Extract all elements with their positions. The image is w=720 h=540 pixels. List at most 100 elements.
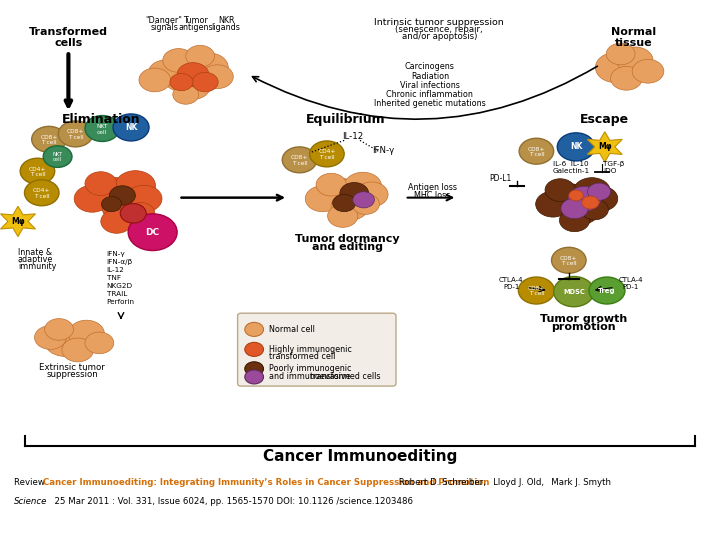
Text: promotion: promotion xyxy=(551,322,616,332)
Text: T cell: T cell xyxy=(561,261,577,266)
Circle shape xyxy=(139,68,171,92)
Circle shape xyxy=(173,85,199,104)
Circle shape xyxy=(340,183,369,204)
Text: transformed cells: transformed cells xyxy=(310,372,381,381)
Circle shape xyxy=(170,73,193,91)
Text: PD-L1: PD-L1 xyxy=(490,174,511,183)
Text: Cancer Immunoediting: Integrating Immunity’s Roles in Cancer Suppression and Pro: Cancer Immunoediting: Integrating Immuni… xyxy=(43,478,490,487)
Circle shape xyxy=(245,370,264,384)
Text: Carcinogens: Carcinogens xyxy=(405,63,455,71)
Text: cell: cell xyxy=(97,130,107,135)
Circle shape xyxy=(109,186,135,205)
Circle shape xyxy=(245,362,264,376)
Text: T cell: T cell xyxy=(34,193,50,199)
Circle shape xyxy=(519,138,554,164)
Text: T cell: T cell xyxy=(319,154,335,160)
Circle shape xyxy=(43,146,72,167)
Text: IL-6  IL-10: IL-6 IL-10 xyxy=(553,160,588,167)
Circle shape xyxy=(176,73,210,99)
Circle shape xyxy=(115,171,156,201)
Text: Treg: Treg xyxy=(598,287,616,294)
Circle shape xyxy=(559,209,590,232)
Circle shape xyxy=(595,52,636,83)
Text: Equilibrium: Equilibrium xyxy=(306,113,385,126)
Circle shape xyxy=(305,186,340,212)
Text: Mφ: Mφ xyxy=(11,217,25,226)
Text: T cell: T cell xyxy=(528,152,544,157)
Text: immunity: immunity xyxy=(18,262,56,271)
Circle shape xyxy=(62,338,94,362)
Circle shape xyxy=(102,193,143,223)
Text: CD4+: CD4+ xyxy=(318,149,336,154)
Text: CD8+: CD8+ xyxy=(67,129,84,134)
Circle shape xyxy=(552,247,586,273)
Text: CD8+: CD8+ xyxy=(40,134,58,140)
Circle shape xyxy=(328,205,358,227)
Circle shape xyxy=(163,49,194,72)
Text: CTLA-4: CTLA-4 xyxy=(499,276,523,283)
Text: CD8+: CD8+ xyxy=(291,155,308,160)
Text: Elimination: Elimination xyxy=(61,113,140,126)
Circle shape xyxy=(617,47,653,74)
Circle shape xyxy=(554,276,594,307)
Text: CD4+: CD4+ xyxy=(33,188,50,193)
Circle shape xyxy=(547,184,590,216)
Circle shape xyxy=(562,197,599,225)
Text: Chronic inflammation: Chronic inflammation xyxy=(387,90,473,99)
Circle shape xyxy=(24,180,59,206)
Text: IFN-γ: IFN-γ xyxy=(372,146,394,154)
Text: Highly immunogenic: Highly immunogenic xyxy=(269,345,351,354)
Text: NKT: NKT xyxy=(96,124,108,130)
Text: DC: DC xyxy=(145,228,160,237)
Text: Cancer Immunoediting: Cancer Immunoediting xyxy=(263,449,457,464)
Circle shape xyxy=(202,65,233,89)
Text: IFN-γ: IFN-γ xyxy=(107,251,125,257)
Circle shape xyxy=(585,186,618,211)
Text: MHC loss: MHC loss xyxy=(414,191,450,200)
Circle shape xyxy=(611,66,642,90)
Circle shape xyxy=(162,59,205,92)
Circle shape xyxy=(20,158,55,184)
Circle shape xyxy=(573,178,611,206)
Circle shape xyxy=(32,126,66,152)
Circle shape xyxy=(89,177,135,212)
Circle shape xyxy=(192,72,218,92)
Text: IFN-α/β: IFN-α/β xyxy=(107,259,132,265)
Text: adaptive: adaptive xyxy=(18,255,53,264)
Circle shape xyxy=(101,210,132,233)
Text: Inherited genetic mutations: Inherited genetic mutations xyxy=(374,99,486,108)
Text: Extrinsic tumor: Extrinsic tumor xyxy=(39,363,105,372)
Text: Radiation: Radiation xyxy=(411,72,449,80)
Text: CD8+: CD8+ xyxy=(528,146,545,152)
Polygon shape xyxy=(1,206,35,237)
Text: transformed cell: transformed cell xyxy=(269,353,335,361)
Circle shape xyxy=(85,332,114,354)
Circle shape xyxy=(245,342,264,356)
Text: Tumor: Tumor xyxy=(184,16,208,25)
Circle shape xyxy=(581,199,608,220)
Circle shape xyxy=(606,43,635,65)
Text: T cell: T cell xyxy=(528,291,544,296)
Text: antigens: antigens xyxy=(179,23,213,31)
Circle shape xyxy=(352,194,379,214)
Text: "Danger": "Danger" xyxy=(145,16,183,25)
Text: suppression: suppression xyxy=(46,370,98,379)
Circle shape xyxy=(569,190,583,201)
Text: Robert D. Schreiber,   Lloyd J. Old,   Mark J. Smyth: Robert D. Schreiber, Lloyd J. Old, Mark … xyxy=(396,478,611,487)
Circle shape xyxy=(74,185,110,212)
Circle shape xyxy=(126,185,162,212)
Circle shape xyxy=(282,147,317,173)
Circle shape xyxy=(536,191,570,217)
Circle shape xyxy=(355,182,388,207)
Text: TRAIL: TRAIL xyxy=(107,291,127,298)
Circle shape xyxy=(344,172,382,200)
Circle shape xyxy=(177,63,209,86)
Circle shape xyxy=(68,320,104,347)
Text: NK: NK xyxy=(570,143,582,151)
Circle shape xyxy=(582,196,599,209)
Circle shape xyxy=(318,178,361,211)
Text: and editing: and editing xyxy=(312,242,382,252)
Circle shape xyxy=(568,186,601,211)
Text: Review: Review xyxy=(14,478,48,487)
Text: Viral infections: Viral infections xyxy=(400,81,460,90)
